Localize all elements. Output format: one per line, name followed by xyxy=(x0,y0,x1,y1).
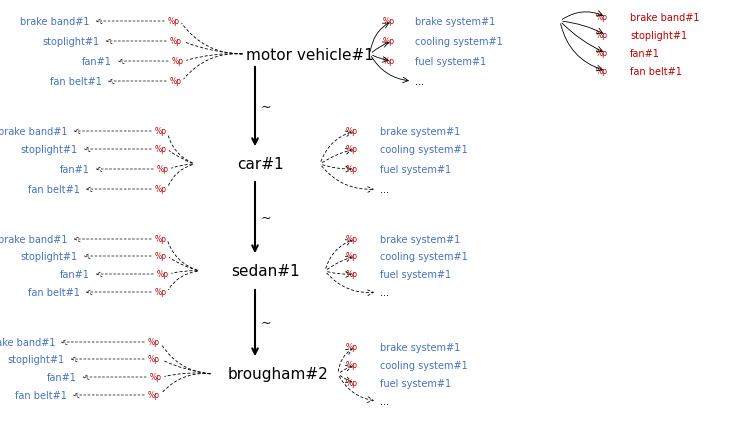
Text: cooling system#1: cooling system#1 xyxy=(415,37,503,47)
Text: fan belt#1: fan belt#1 xyxy=(28,184,80,194)
Text: fan belt#1: fan belt#1 xyxy=(630,67,682,77)
Text: %p: %p xyxy=(157,270,169,279)
Text: %p: %p xyxy=(346,270,358,279)
Text: fan#1: fan#1 xyxy=(60,164,90,174)
Text: %p: %p xyxy=(346,165,358,174)
Text: %p: %p xyxy=(346,145,358,154)
Text: fan belt#1: fan belt#1 xyxy=(28,287,80,297)
Text: brougham#2: brougham#2 xyxy=(228,367,328,381)
Text: brake band#1: brake band#1 xyxy=(0,234,68,244)
Text: %p: %p xyxy=(346,127,358,136)
Text: ...: ... xyxy=(415,77,424,87)
Text: fan#1: fan#1 xyxy=(630,49,660,59)
Text: %p: %p xyxy=(596,13,608,23)
Text: stoplight#1: stoplight#1 xyxy=(43,37,100,47)
Text: %p: %p xyxy=(155,185,167,194)
Text: %p: %p xyxy=(148,338,160,347)
Text: %p: %p xyxy=(596,49,608,58)
Text: fuel system#1: fuel system#1 xyxy=(415,57,486,67)
Text: brake band#1: brake band#1 xyxy=(630,13,700,23)
Text: fan#1: fan#1 xyxy=(60,270,90,279)
Text: %p: %p xyxy=(155,252,167,261)
Text: ...: ... xyxy=(380,396,389,406)
Text: brake system#1: brake system#1 xyxy=(380,234,460,244)
Text: %p: %p xyxy=(346,361,358,370)
Text: stoplight#1: stoplight#1 xyxy=(8,354,65,364)
Text: cooling system#1: cooling system#1 xyxy=(380,145,468,155)
Text: sedan#1: sedan#1 xyxy=(231,264,299,279)
Text: stoplight#1: stoplight#1 xyxy=(21,251,78,261)
Text: %p: %p xyxy=(155,127,167,136)
Text: %p: %p xyxy=(346,378,358,388)
Text: brake band#1: brake band#1 xyxy=(0,337,55,347)
Text: ~: ~ xyxy=(261,211,271,224)
Text: fuel system#1: fuel system#1 xyxy=(380,164,451,174)
Text: stoplight#1: stoplight#1 xyxy=(21,145,78,155)
Text: fan#1: fan#1 xyxy=(47,372,77,382)
Text: ...: ... xyxy=(380,184,389,194)
Text: %p: %p xyxy=(170,37,182,46)
Text: cooling system#1: cooling system#1 xyxy=(380,360,468,370)
Text: ...: ... xyxy=(380,287,389,297)
Text: stoplight#1: stoplight#1 xyxy=(630,31,687,41)
Text: %p: %p xyxy=(346,343,358,352)
Text: brake system#1: brake system#1 xyxy=(380,127,460,137)
Text: %p: %p xyxy=(157,165,169,174)
Text: car#1: car#1 xyxy=(236,157,283,172)
Text: %p: %p xyxy=(148,355,160,364)
Text: %p: %p xyxy=(346,235,358,244)
Text: brake system#1: brake system#1 xyxy=(380,342,460,352)
Text: %p: %p xyxy=(150,373,162,381)
Text: brake band#1: brake band#1 xyxy=(0,127,68,137)
Text: %p: %p xyxy=(383,57,395,66)
Text: %p: %p xyxy=(596,31,608,40)
Text: fan#1: fan#1 xyxy=(82,57,112,67)
Text: %p: %p xyxy=(172,57,184,66)
Text: %p: %p xyxy=(383,37,395,46)
Text: ~: ~ xyxy=(261,100,271,113)
Text: brake band#1: brake band#1 xyxy=(21,17,90,27)
Text: cooling system#1: cooling system#1 xyxy=(380,251,468,261)
Text: %p: %p xyxy=(596,67,608,76)
Text: fuel system#1: fuel system#1 xyxy=(380,270,451,279)
Text: fan belt#1: fan belt#1 xyxy=(50,77,102,87)
Text: %p: %p xyxy=(155,235,167,244)
Text: %p: %p xyxy=(148,391,160,400)
Text: fan belt#1: fan belt#1 xyxy=(15,390,67,400)
Text: %p: %p xyxy=(168,17,180,26)
Text: %p: %p xyxy=(170,77,182,86)
Text: %p: %p xyxy=(155,145,167,154)
Text: fuel system#1: fuel system#1 xyxy=(380,378,451,388)
Text: brake system#1: brake system#1 xyxy=(415,17,495,27)
Text: %p: %p xyxy=(155,288,167,297)
Text: %p: %p xyxy=(383,17,395,26)
Text: motor vehicle#1: motor vehicle#1 xyxy=(246,47,374,62)
Text: ~: ~ xyxy=(261,316,271,329)
Text: %p: %p xyxy=(346,252,358,261)
